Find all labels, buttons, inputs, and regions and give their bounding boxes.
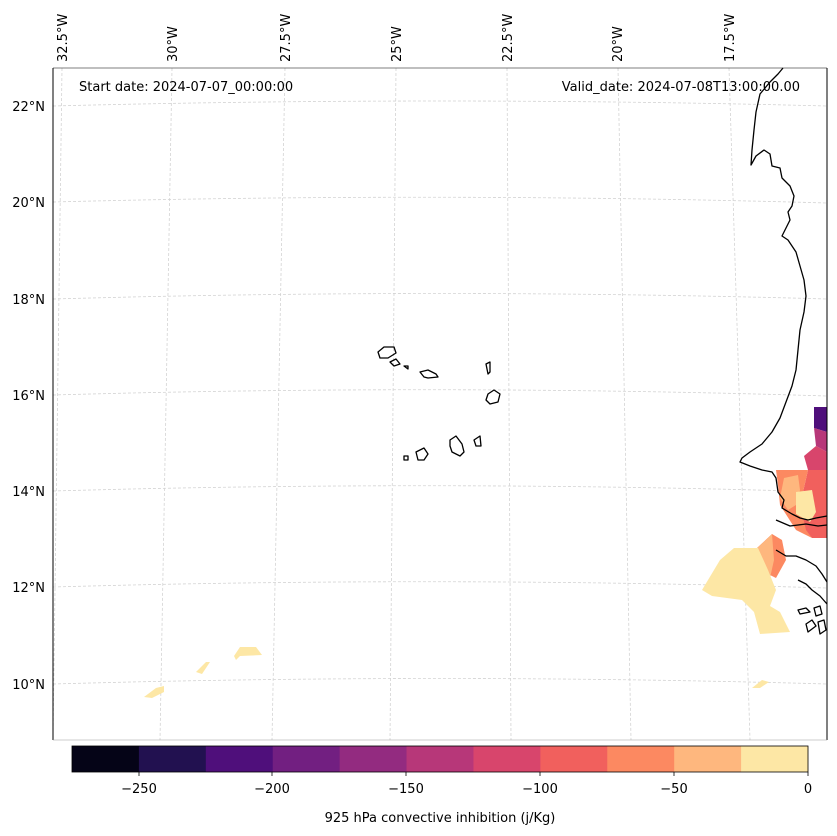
gambia-river	[775, 519, 828, 527]
start-date-label: Start date: 2024-07-07_00:00:00	[79, 80, 293, 95]
parallel-12n	[52, 581, 828, 589]
parallel-14n	[52, 485, 828, 493]
colorbar-tick-label: −200	[254, 782, 290, 797]
island-sal	[485, 361, 491, 375]
parallel-20n	[52, 196, 828, 204]
meridian-22-5w	[506, 67, 512, 741]
guinea-bissau-coast	[775, 549, 828, 583]
parallel-16n	[52, 389, 828, 397]
lat-label-14n: 14°N	[12, 485, 45, 500]
longitude-labels: 32.5°W 30°W 27.5°W 25°W 22.5°W 20°W 17.5…	[56, 14, 738, 62]
island-fogo	[415, 447, 429, 461]
cin-band-light-b	[702, 548, 790, 634]
meridian-25w	[389, 67, 397, 741]
island-santo-antao	[377, 346, 397, 359]
meridian-20w	[617, 67, 632, 741]
map-frame	[52, 67, 828, 741]
cin-contours	[144, 407, 827, 698]
colorbar-swatch	[72, 746, 140, 772]
cin-band-light-a	[796, 490, 816, 522]
cin-band-peach	[780, 475, 800, 510]
cin-band-red	[804, 446, 827, 470]
island-maio	[473, 435, 482, 447]
coastlines	[377, 67, 828, 635]
colorbar-swatch	[540, 746, 608, 772]
colorbar-swatch	[272, 746, 341, 772]
lon-label-17-5w: 17.5°W	[723, 14, 738, 62]
bissagos-islands	[797, 605, 827, 635]
meridian-32-5w	[52, 67, 63, 741]
cin-band-light-e	[144, 686, 164, 698]
lat-label-10n: 10°N	[12, 678, 45, 693]
lon-label-25w: 25°W	[390, 26, 405, 62]
colorbar-tick-label: −250	[121, 782, 157, 797]
colorbar-tick-label: −100	[522, 782, 558, 797]
colorbar-swatches	[72, 746, 809, 772]
lon-label-30w: 30°W	[166, 26, 181, 62]
valid-date-label: Valid_date: 2024-07-08T13:00:00.00	[562, 80, 800, 95]
colorbar-swatch	[138, 746, 207, 772]
island-sao-vicente	[389, 358, 401, 367]
colorbar-ticks	[138, 772, 809, 776]
colorbar-tick-label: −150	[388, 782, 424, 797]
colorbar-swatch	[741, 746, 809, 772]
cin-band-magenta	[814, 428, 827, 452]
parallel-10n	[52, 678, 828, 685]
cin-band-deep-purple	[814, 407, 827, 432]
colorbar-tick-label: 0	[804, 782, 812, 797]
colorbar-swatch	[674, 746, 742, 772]
lon-label-20w: 20°W	[611, 26, 626, 62]
cin-band-light-c	[234, 647, 262, 660]
colorbar-frame	[71, 745, 809, 773]
lon-label-32-5w: 32.5°W	[56, 14, 71, 62]
island-boa-vista	[485, 389, 501, 405]
meridian-17-5w	[728, 67, 751, 741]
lat-label-12n: 12°N	[12, 581, 45, 596]
african-coastline	[739, 67, 828, 521]
guinea-coast	[797, 579, 828, 605]
lat-label-22n: 22°N	[12, 100, 45, 115]
cin-band-light-f	[752, 680, 769, 688]
colorbar-swatch	[205, 746, 274, 772]
colorbar-swatch	[339, 746, 408, 772]
lat-label-20n: 20°N	[12, 196, 45, 211]
meridian-27-5w	[271, 67, 286, 741]
island-santa-luzia	[403, 365, 409, 370]
island-sao-nicolau	[419, 369, 439, 379]
cin-band-light-d	[196, 662, 210, 674]
lat-label-18n: 18°N	[12, 293, 45, 308]
island-santiago	[449, 435, 465, 457]
latitude-labels: 22°N 20°N 18°N 16°N 14°N 12°N 10°N	[12, 100, 45, 693]
lon-label-22-5w: 22.5°W	[501, 14, 516, 62]
colorbar-swatch	[406, 746, 474, 772]
parallel-22n	[52, 100, 828, 107]
colorbar-swatch	[607, 746, 675, 772]
parallel-18n	[52, 293, 828, 300]
colorbar-title: 925 hPa convective inhibition (j/Kg)	[325, 811, 556, 826]
colorbar-tick-label: −50	[660, 782, 687, 797]
lat-label-16n: 16°N	[12, 389, 45, 404]
colorbar: −250 −200 −150 −100 −50 0 925 hPa convec…	[71, 745, 812, 826]
island-brava	[403, 455, 409, 461]
colorbar-swatch	[473, 746, 541, 772]
gridlines	[52, 67, 828, 741]
meridian-30w	[159, 67, 173, 741]
lon-label-27-5w: 27.5°W	[279, 14, 294, 62]
